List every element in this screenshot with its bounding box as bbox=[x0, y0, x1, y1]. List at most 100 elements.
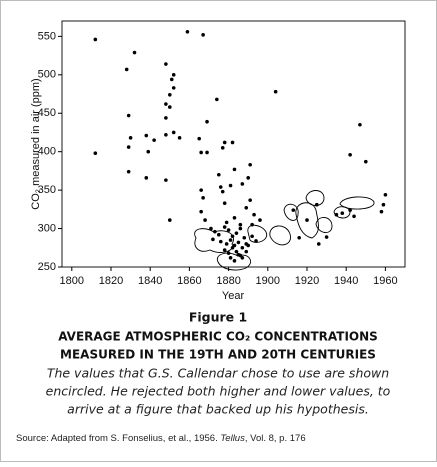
source-journal: Tellus bbox=[220, 433, 245, 444]
figure-number: Figure 1 bbox=[189, 310, 247, 325]
y-tick-label: 500 bbox=[38, 69, 56, 81]
data-point bbox=[185, 29, 190, 34]
data-point bbox=[211, 237, 215, 242]
data-point bbox=[220, 146, 225, 150]
data-point bbox=[222, 140, 227, 145]
encircle bbox=[269, 225, 291, 246]
data-point bbox=[215, 97, 219, 102]
data-point bbox=[254, 239, 258, 243]
data-point bbox=[242, 235, 247, 240]
data-point bbox=[252, 212, 256, 217]
data-point bbox=[352, 214, 356, 219]
x-tick-label: 1940 bbox=[334, 275, 358, 287]
data-point bbox=[197, 136, 201, 141]
source-text: Source: Adapted from S. Fonselius, et al… bbox=[16, 433, 220, 444]
data-point bbox=[383, 192, 388, 197]
data-point bbox=[340, 211, 345, 215]
data-point bbox=[236, 240, 241, 245]
encircle bbox=[283, 203, 299, 221]
x-tick-label: 1820 bbox=[99, 275, 123, 287]
data-point bbox=[169, 77, 174, 82]
caption-heading: MEASURED IN THE 19TH AND 20TH CENTURIES bbox=[60, 348, 376, 362]
x-tick-label: 1840 bbox=[138, 275, 162, 287]
data-point bbox=[220, 189, 225, 194]
data-point bbox=[240, 245, 245, 250]
data-point bbox=[201, 196, 205, 200]
data-point bbox=[144, 133, 149, 138]
data-point bbox=[305, 218, 309, 222]
data-point bbox=[199, 188, 203, 192]
data-point bbox=[171, 86, 176, 90]
encircled-groups bbox=[194, 190, 375, 271]
data-point bbox=[199, 150, 203, 155]
encircle bbox=[333, 206, 351, 219]
data-point bbox=[230, 234, 235, 239]
data-point bbox=[164, 178, 168, 182]
data-point bbox=[240, 255, 245, 260]
data-point bbox=[124, 67, 129, 72]
data-point bbox=[164, 116, 168, 120]
data-point bbox=[201, 33, 205, 37]
encircle bbox=[295, 202, 319, 239]
data-point bbox=[248, 198, 252, 202]
data-point bbox=[224, 220, 229, 225]
x-tick-label: 1960 bbox=[373, 275, 397, 287]
data-point bbox=[358, 122, 362, 127]
data-point bbox=[171, 130, 176, 135]
data-point bbox=[218, 239, 223, 244]
data-point bbox=[246, 176, 250, 180]
data-point bbox=[222, 248, 227, 252]
data-point bbox=[379, 209, 384, 214]
data-point bbox=[250, 222, 254, 227]
encircle bbox=[305, 190, 325, 206]
x-tick-label: 1860 bbox=[177, 275, 201, 287]
data-point bbox=[381, 202, 386, 207]
data-point bbox=[228, 183, 233, 188]
data-point bbox=[232, 167, 237, 172]
data-point bbox=[228, 255, 233, 260]
data-point bbox=[348, 152, 352, 157]
y-tick-label: 350 bbox=[38, 184, 56, 196]
data-point bbox=[238, 226, 243, 231]
y-tick-label: 300 bbox=[38, 222, 56, 234]
y-tick-label: 450 bbox=[38, 107, 56, 119]
x-tick-label: 1880 bbox=[216, 275, 240, 287]
data-point bbox=[217, 172, 221, 177]
data-point bbox=[236, 252, 241, 257]
data-point bbox=[199, 209, 203, 214]
data-point bbox=[146, 149, 151, 154]
encircle bbox=[247, 224, 268, 243]
data-point bbox=[232, 259, 237, 263]
data-point bbox=[246, 243, 250, 248]
caption-text: arrive at a figure that backed up his hy… bbox=[67, 402, 369, 417]
encircle bbox=[216, 252, 251, 271]
data-point bbox=[248, 162, 252, 167]
data-point bbox=[213, 229, 217, 234]
data-point bbox=[205, 119, 209, 124]
data-point bbox=[228, 238, 233, 242]
data-point bbox=[348, 208, 352, 212]
y-tick-label: 400 bbox=[38, 146, 56, 158]
data-point bbox=[126, 169, 131, 174]
data-point bbox=[222, 225, 227, 229]
data-point bbox=[316, 242, 321, 246]
data-point bbox=[230, 245, 235, 250]
y-tick-label: 250 bbox=[38, 261, 56, 273]
data-point bbox=[93, 151, 98, 156]
data-point bbox=[258, 218, 262, 222]
data-point bbox=[291, 208, 296, 212]
caption-text: encircled. He rejected both higher and l… bbox=[46, 384, 391, 399]
data-point bbox=[177, 136, 182, 140]
data-point bbox=[297, 235, 301, 240]
encircle bbox=[315, 217, 333, 233]
data-point bbox=[238, 222, 243, 227]
data-point bbox=[93, 37, 98, 42]
data-point bbox=[273, 89, 278, 94]
source-text: , Vol. 8, p. 176 bbox=[245, 433, 306, 444]
data-point bbox=[226, 228, 231, 232]
x-tick-label: 1800 bbox=[60, 275, 84, 287]
data-point bbox=[244, 206, 249, 210]
x-axis-label: Year bbox=[222, 290, 245, 302]
data-point bbox=[168, 93, 172, 97]
